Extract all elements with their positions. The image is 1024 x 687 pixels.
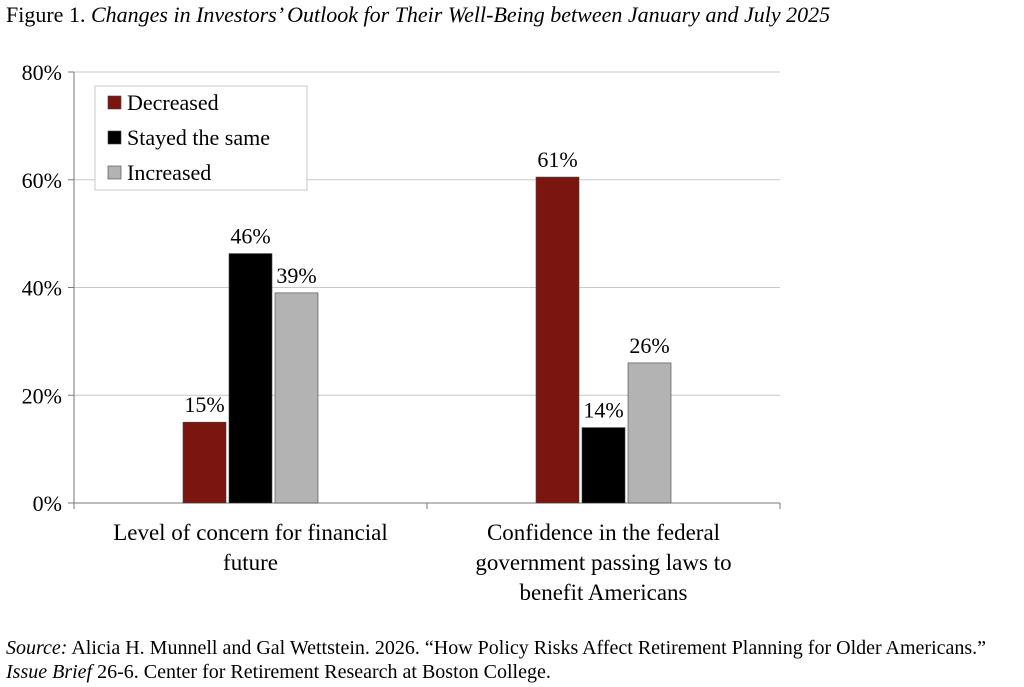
data-label: 39% [276, 263, 316, 288]
data-label: 46% [230, 224, 270, 249]
legend-label: Increased [127, 160, 211, 185]
source-publication: Issue Brief [6, 661, 93, 683]
legend-swatch [107, 165, 122, 180]
y-tick-label: 40% [22, 276, 62, 301]
y-tick-label: 0% [33, 491, 62, 516]
bar [627, 362, 672, 504]
y-tick-label: 60% [22, 168, 62, 193]
y-tick-label: 80% [22, 60, 62, 85]
legend-swatch [107, 130, 122, 145]
figure-title: Figure 1. Changes in Investors’ Outlook … [6, 2, 830, 28]
x-category-label: government passing laws to [475, 550, 731, 575]
legend: Decreased Stayed the same Increased [94, 85, 308, 191]
figure-label: Figure 1. [6, 2, 86, 27]
bar [228, 253, 273, 504]
figure-title-text: Changes in Investors’ Outlook for Their … [90, 2, 831, 27]
source-text-2: 26-6. Center for Retirement Research at … [92, 661, 551, 683]
x-category-label: future [223, 550, 278, 575]
y-tick-label: 20% [22, 383, 62, 408]
bars [182, 176, 672, 504]
bar [274, 292, 319, 504]
source-label: Source: [6, 637, 68, 659]
data-label: 61% [537, 147, 577, 172]
source-note: Source: Alicia H. Munnell and Gal Wettst… [6, 636, 1016, 684]
data-label: 15% [184, 392, 224, 417]
source-text-1: Alicia H. Munnell and Gal Wettstein. 202… [67, 637, 987, 659]
legend-swatch [107, 95, 122, 110]
bar [581, 427, 626, 504]
bar-chart: 0% 20% 40% 60% 80% Level of concern for finan… [22, 60, 781, 605]
bar [535, 176, 580, 504]
data-label: 14% [583, 398, 623, 423]
legend-box [94, 85, 308, 191]
legend-label: Decreased [127, 90, 219, 115]
data-labels: 15% 46%39% 61% 14% 26% [184, 147, 669, 423]
x-category-label: Level of concern for financial [113, 520, 388, 545]
axes: 0% 20% 40% 60% 80% Level of concern for finan… [22, 60, 781, 605]
x-category-label: Confidence in the federal [487, 520, 720, 545]
x-category-label: benefit Americans [520, 580, 688, 605]
legend-label: Stayed the same [127, 125, 270, 150]
bar [182, 421, 227, 504]
data-label: 26% [629, 333, 669, 358]
